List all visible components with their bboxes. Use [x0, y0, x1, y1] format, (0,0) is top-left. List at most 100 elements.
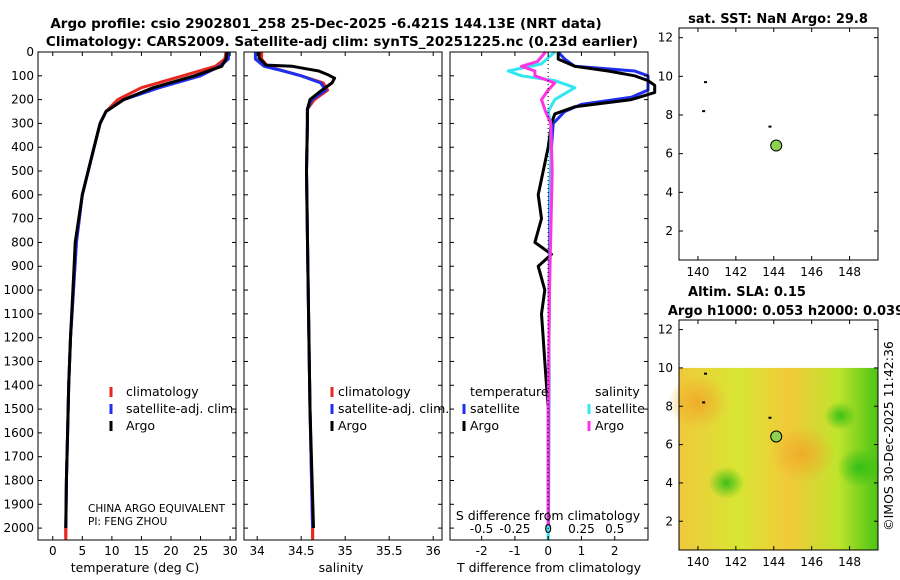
- t-difference-xlabel: T difference from climatology: [456, 560, 642, 575]
- temperature-xtick-0: 0: [49, 544, 57, 558]
- legend-t-argo-label: Argo: [470, 418, 499, 433]
- s-diff-xtick-0.5: 0.5: [605, 522, 624, 536]
- map-xtick-146: 146: [800, 265, 823, 279]
- ytick-label-0: 0: [26, 45, 34, 59]
- temperature-xtick-25: 25: [193, 544, 208, 558]
- ytick-label-100: 100: [11, 69, 34, 83]
- map-xtick-144: 144: [762, 265, 785, 279]
- map-ytick-10: 10: [658, 361, 673, 375]
- ytick-label-1100: 1100: [3, 307, 34, 321]
- difference-legend: temperature salinity satellite Argo sate…: [470, 384, 645, 433]
- temperature-legend: climatology satellite-adj. clim. Argo: [126, 384, 237, 433]
- ytick-label-1700: 1700: [3, 450, 34, 464]
- track-point: [704, 372, 708, 375]
- difference-xtick-2: 2: [611, 544, 619, 558]
- ytick-label-900: 900: [11, 259, 34, 273]
- map-xtick-140: 140: [686, 555, 709, 569]
- profile-location-marker: [770, 139, 783, 152]
- map-xtick-140: 140: [686, 265, 709, 279]
- map-xtick-142: 142: [724, 265, 747, 279]
- sst-map-title: sat. SST: NaN Argo: 29.8: [688, 12, 868, 27]
- ytick-label-700: 700: [11, 212, 34, 226]
- temperature-xtick-15: 15: [134, 544, 149, 558]
- legend-t-satellite-label: satellite: [470, 401, 520, 416]
- ytick-label-2000: 2000: [3, 521, 34, 535]
- sal-legend-argo-label: Argo: [338, 418, 367, 433]
- ytick-label-500: 500: [11, 164, 34, 178]
- map-xtick-146: 146: [800, 555, 823, 569]
- map-ytick-4: 4: [665, 185, 673, 199]
- legend-argo-label: Argo: [126, 418, 155, 433]
- annotation-pi: PI: FENG ZHOU: [88, 516, 167, 528]
- profile-location-marker: [770, 430, 783, 443]
- ytick-label-400: 400: [11, 140, 34, 154]
- ytick-label-800: 800: [11, 235, 34, 249]
- difference-xtick-1: 1: [578, 544, 586, 558]
- map-ytick-2: 2: [665, 224, 673, 238]
- imos-timestamp: ©IMOS 30-Dec-2025 11:42:36: [881, 341, 896, 531]
- map-ytick-10: 10: [658, 69, 673, 83]
- s-diff-xtick--0.5: -0.5: [470, 522, 493, 536]
- track-point: [768, 416, 772, 419]
- temperature-xlabel: temperature (deg C): [71, 560, 200, 575]
- map-frame: [678, 27, 879, 261]
- salinity-line-climatology: [260, 52, 330, 538]
- map-ytick-8: 8: [665, 399, 673, 413]
- sal-legend-climatology-label: climatology: [338, 384, 411, 399]
- difference-line-temperature-satellite: [547, 50, 650, 529]
- salinity-legend: climatology satellite-adj. clim. Argo: [338, 384, 449, 433]
- temperature-panel: 0100200300400500600700800900100011001200…: [3, 45, 237, 575]
- ytick-label-200: 200: [11, 93, 34, 107]
- temperature-xtick-30: 30: [222, 544, 237, 558]
- map-xtick-142: 142: [724, 555, 747, 569]
- map-ytick-4: 4: [665, 476, 673, 490]
- figure-title-line1: Argo profile: csio 2902801_258 25-Dec-20…: [50, 16, 601, 32]
- map-ytick-8: 8: [665, 108, 673, 122]
- track-point: [704, 81, 708, 84]
- s-difference-xlabel: S difference from climatology: [456, 508, 641, 523]
- legend-satellite-label: satellite-adj. clim.: [126, 401, 237, 416]
- salinity-xtick-34.5: 34.5: [288, 544, 315, 558]
- difference-line-temperature-argo: [533, 52, 657, 529]
- sla-heatmap-blob: [824, 401, 857, 431]
- sal-legend-satellite-label: satellite-adj. clim.: [338, 401, 449, 416]
- temperature-xtick-5: 5: [79, 544, 87, 558]
- map-ytick-2: 2: [665, 514, 673, 528]
- salinity-line-argo: [257, 52, 337, 529]
- ytick-label-1300: 1300: [3, 354, 34, 368]
- salinity-xtick-34: 34: [250, 544, 265, 558]
- difference-xtick--2: -2: [476, 544, 488, 558]
- map-ytick-12: 12: [658, 323, 673, 337]
- difference-axes-frame: [449, 51, 649, 541]
- temperature-xtick-10: 10: [104, 544, 119, 558]
- ytick-label-1600: 1600: [3, 426, 34, 440]
- salinity-xtick-35: 35: [338, 544, 353, 558]
- ytick-label-1000: 1000: [3, 283, 34, 297]
- map-ytick-6: 6: [665, 147, 673, 161]
- ytick-label-600: 600: [11, 188, 34, 202]
- annotation-china-argo: CHINA ARGO EQUIVALENT: [88, 503, 226, 515]
- map-frame: [678, 319, 879, 551]
- ytick-label-1400: 1400: [3, 378, 34, 392]
- map-xtick-148: 148: [838, 265, 861, 279]
- temperature-xtick-20: 20: [163, 544, 178, 558]
- legend-s-argo-label: Argo: [595, 418, 624, 433]
- legend-temperature-title: temperature: [470, 384, 549, 399]
- sla-heatmap-blob: [708, 466, 745, 500]
- track-point: [702, 401, 706, 404]
- ytick-label-300: 300: [11, 116, 34, 130]
- temperature-axes-frame: [37, 51, 237, 541]
- legend-salinity-title: salinity: [595, 384, 640, 399]
- map-xtick-144: 144: [762, 555, 785, 569]
- figure-title-line2: Climatology: CARS2009. Satellite-adj cli…: [46, 34, 638, 50]
- salinity-panel: 34 34.5 35 35.5 36 climatology satellite-adj…: [243, 51, 449, 575]
- map-xtick-148: 148: [838, 555, 861, 569]
- difference-line-salinity-satellite: [506, 50, 577, 529]
- salinity-xlabel: salinity: [319, 560, 364, 575]
- track-point: [702, 110, 706, 113]
- map-ytick-12: 12: [658, 31, 673, 45]
- salinity-line-satellite-adj-clim-: [253, 52, 328, 529]
- ytick-label-1500: 1500: [3, 402, 34, 416]
